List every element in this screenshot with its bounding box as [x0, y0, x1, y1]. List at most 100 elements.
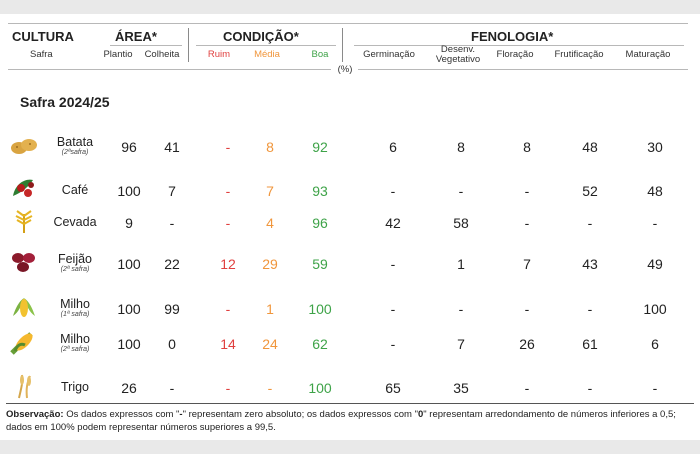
crop-name-label: Cevada — [53, 215, 97, 229]
subheader-desenv: Desenv. Vegetativo — [435, 44, 481, 65]
crop-name: Feijão (2ª safra) — [40, 253, 110, 274]
cell-frut: 52 — [582, 183, 598, 199]
report-page: CULTURA ÁREA* CONDIÇÃO* FENOLOGIA* Safra… — [0, 14, 700, 440]
subheader-plantio: Plantio — [103, 49, 133, 60]
cell-ruim: - — [225, 215, 231, 231]
subheader-germinacao: Germinação — [363, 49, 415, 60]
cell-plantio: 96 — [121, 139, 137, 155]
subheader-media: Média — [254, 49, 280, 60]
cell-desenv: 58 — [453, 215, 469, 231]
cell-mat: - — [652, 380, 658, 396]
crop-name-label: Batata — [56, 135, 94, 149]
bean-icon — [9, 249, 39, 275]
note-label: Observação: — [6, 409, 64, 420]
cell-frut: 61 — [582, 336, 598, 352]
cell-colheita: 41 — [164, 139, 180, 155]
cell-boa: 93 — [312, 183, 328, 199]
header-cultura: CULTURA — [12, 29, 74, 44]
cell-media: 4 — [266, 215, 274, 231]
cell-germ: - — [390, 336, 396, 352]
coffee-icon — [9, 176, 39, 202]
cell-mat: 48 — [647, 183, 663, 199]
cell-mat: 100 — [643, 301, 667, 317]
cell-flor: - — [524, 380, 530, 396]
unit-rule-left — [8, 69, 331, 70]
cell-flor: 7 — [523, 256, 531, 272]
area-underline — [110, 45, 182, 46]
cell-germ: 65 — [385, 380, 401, 396]
unit-label: (%) — [337, 64, 353, 75]
section-title: Safra 2024/25 — [20, 94, 110, 110]
cell-mat: 49 — [647, 256, 663, 272]
crop-name: Milho (2ª safra) — [40, 333, 110, 354]
cell-media: 7 — [266, 183, 274, 199]
note-part1: Os dados expressos com " — [63, 409, 180, 420]
subheader-frutificacao: Frutificação — [554, 49, 604, 60]
cell-plantio: 26 — [121, 380, 137, 396]
crop-season-tag: (2ª safra) — [60, 266, 90, 273]
header-fenologia: FENOLOGIA* — [471, 29, 554, 44]
crop-season-tag: (2ª safra) — [60, 346, 90, 353]
note-part2: " representam zero absoluto; os dados ex… — [182, 409, 418, 420]
cell-colheita: 7 — [168, 183, 176, 199]
cell-mat: - — [652, 215, 658, 231]
fenologia-underline — [354, 45, 684, 46]
crop-name-label: Milho — [60, 332, 90, 346]
note-dash: - — [179, 409, 183, 420]
cell-desenv: 8 — [457, 139, 465, 155]
cell-germ: 42 — [385, 215, 401, 231]
crop-name: Milho (1ª safra) — [40, 298, 110, 319]
cell-flor: 8 — [523, 139, 531, 155]
cell-media: - — [267, 380, 273, 396]
subheader-colheita: Colheita — [144, 49, 180, 60]
cell-plantio: 100 — [117, 336, 141, 352]
subheader-safra: Safra — [30, 49, 53, 60]
unit-rule-right — [358, 69, 688, 70]
subheader-floracao: Floração — [496, 49, 534, 60]
cell-desenv: 1 — [457, 256, 465, 272]
crop-name: Cevada — [40, 215, 110, 229]
cell-boa: 59 — [312, 256, 328, 272]
separator — [188, 28, 189, 62]
crop-name: Café — [40, 183, 110, 197]
cell-media: 1 — [266, 301, 274, 317]
crop-name-label: Feijão — [57, 252, 93, 266]
crop-name: Trigo — [40, 381, 110, 394]
cell-germ: 6 — [389, 139, 397, 155]
cell-ruim: - — [225, 380, 231, 396]
note-zero: 0 — [417, 409, 424, 420]
header-area: ÁREA* — [115, 29, 157, 44]
cell-media: 24 — [262, 336, 278, 352]
subheader-ruim: Ruim — [207, 49, 231, 60]
cell-media: 29 — [262, 256, 278, 272]
cell-flor: 26 — [519, 336, 535, 352]
cell-ruim: - — [225, 183, 231, 199]
cell-colheita: 22 — [164, 256, 180, 272]
cell-plantio: 100 — [117, 183, 141, 199]
cell-flor: - — [524, 215, 530, 231]
cell-ruim: 12 — [220, 256, 236, 272]
cell-boa: 100 — [308, 301, 332, 317]
cell-plantio: 9 — [125, 215, 133, 231]
cell-desenv: - — [458, 301, 464, 317]
cell-ruim: - — [225, 301, 231, 317]
header-condicao: CONDIÇÃO* — [223, 29, 299, 44]
cell-desenv: 7 — [457, 336, 465, 352]
crop-name-label: Café — [61, 183, 89, 197]
top-rule — [8, 23, 688, 24]
cell-boa: 92 — [312, 139, 328, 155]
cell-flor: - — [524, 183, 530, 199]
cell-ruim: - — [225, 139, 231, 155]
cell-ruim: 14 — [220, 336, 236, 352]
cell-boa: 62 — [312, 336, 328, 352]
wheat-icon — [9, 373, 39, 399]
crop-season-tag: (1ª safra) — [60, 311, 90, 318]
cell-plantio: 100 — [117, 256, 141, 272]
observation-note: Observação: Os dados expressos com "-" r… — [6, 408, 694, 434]
cell-plantio: 100 — [117, 301, 141, 317]
crop-season-tag: (2ªsafra) — [61, 149, 89, 156]
crop-name-label: Milho — [60, 297, 90, 311]
cell-germ: - — [390, 301, 396, 317]
cell-frut: - — [587, 215, 593, 231]
cell-frut: - — [587, 301, 593, 317]
